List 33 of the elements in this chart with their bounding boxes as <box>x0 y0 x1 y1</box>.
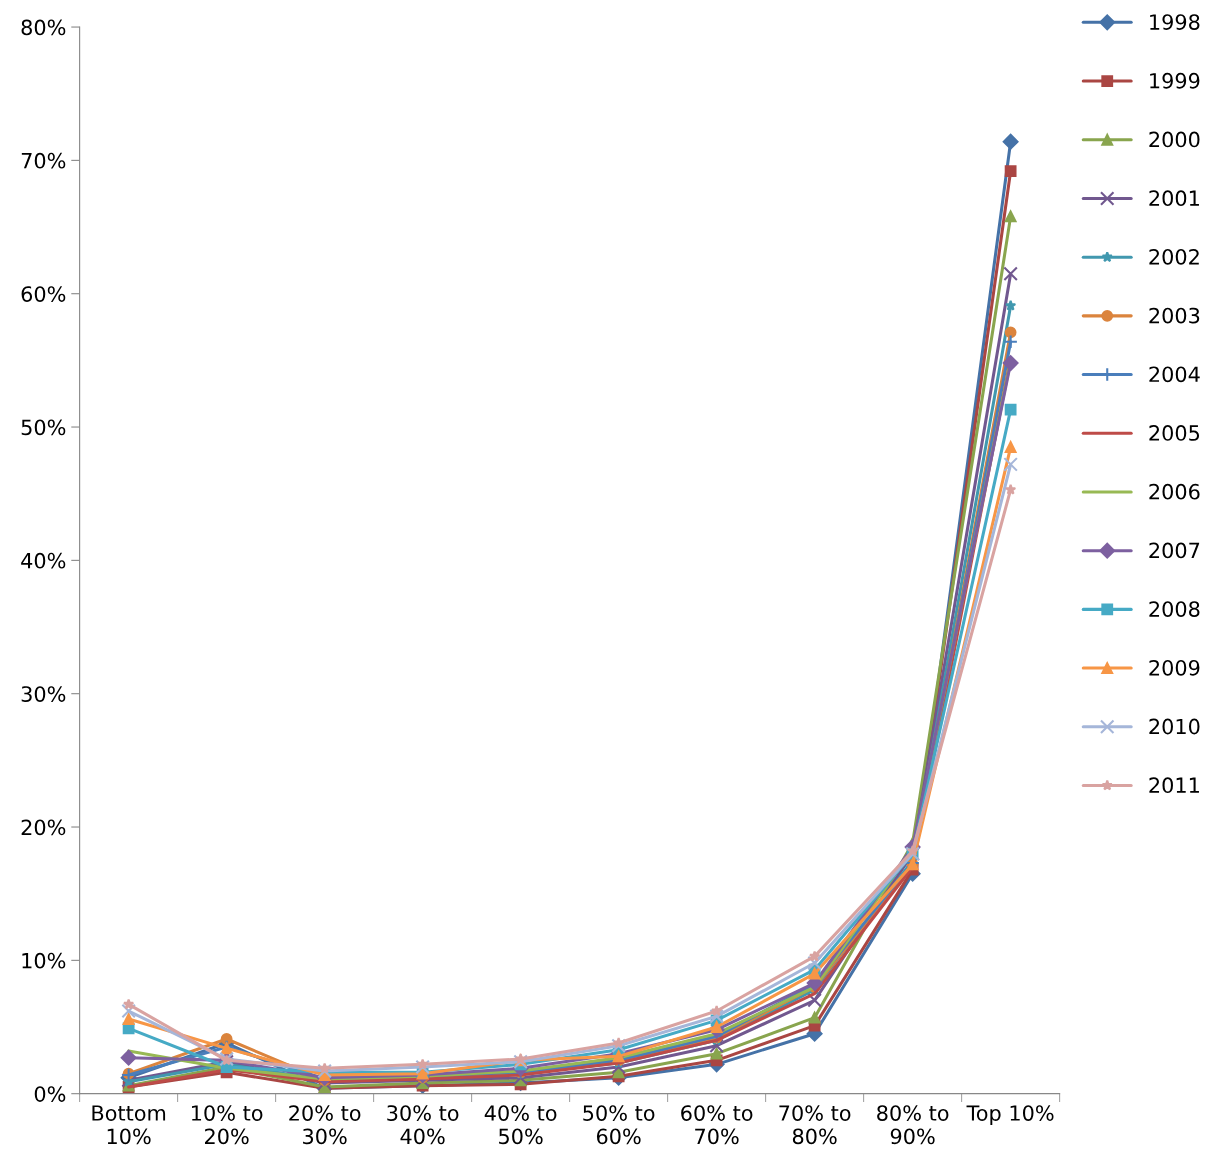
x-tick-label: 10% to 20% <box>191 1105 263 1145</box>
legend-label: 2004 <box>1149 366 1200 383</box>
legend-label: 2000 <box>1149 131 1200 148</box>
x-tick-label: 40% to 50% <box>484 1105 557 1145</box>
x-tick-label: 70% to 80% <box>779 1105 851 1145</box>
x-tick-label: 20% to 30% <box>289 1105 361 1145</box>
x-tick-label: Top 10% <box>966 1105 1054 1125</box>
legend-label: 2008 <box>1149 601 1200 617</box>
legend-label: 2009 <box>1149 659 1200 676</box>
legend-label: 2003 <box>1149 307 1200 324</box>
x-tick-label: Bottom 10% <box>92 1105 166 1145</box>
y-tick-label: 10% <box>22 952 66 969</box>
legend-label: 2005 <box>1149 425 1200 441</box>
y-tick-label: 80% <box>21 19 66 36</box>
legend-label: 1998 <box>1150 14 1200 30</box>
y-tick-label: 30% <box>21 686 66 702</box>
legend-label: 2002 <box>1149 248 1199 265</box>
legend-label: 2011 <box>1149 777 1199 794</box>
y-tick-label: 0% <box>34 1086 66 1102</box>
y-tick-label: 40% <box>21 552 66 569</box>
x-tick-label: 50% to 60% <box>583 1105 655 1145</box>
x-tick-label: 80% to 90% <box>877 1105 949 1145</box>
legend-label: 2001 <box>1149 190 1199 207</box>
legend-label: 1999 <box>1150 72 1200 89</box>
x-tick-label: 60% to 70% <box>681 1105 753 1145</box>
y-tick-label: 50% <box>21 419 66 436</box>
y-tick-label: 60% <box>21 286 66 302</box>
y-tick-label: 70% <box>21 152 66 169</box>
legend-label: 2010 <box>1149 718 1200 735</box>
y-tick-label: 20% <box>21 819 66 836</box>
x-tick-label: 30% to 40% <box>387 1105 459 1145</box>
legend-label: 2006 <box>1149 483 1200 500</box>
legend-label: 2007 <box>1149 542 1200 559</box>
